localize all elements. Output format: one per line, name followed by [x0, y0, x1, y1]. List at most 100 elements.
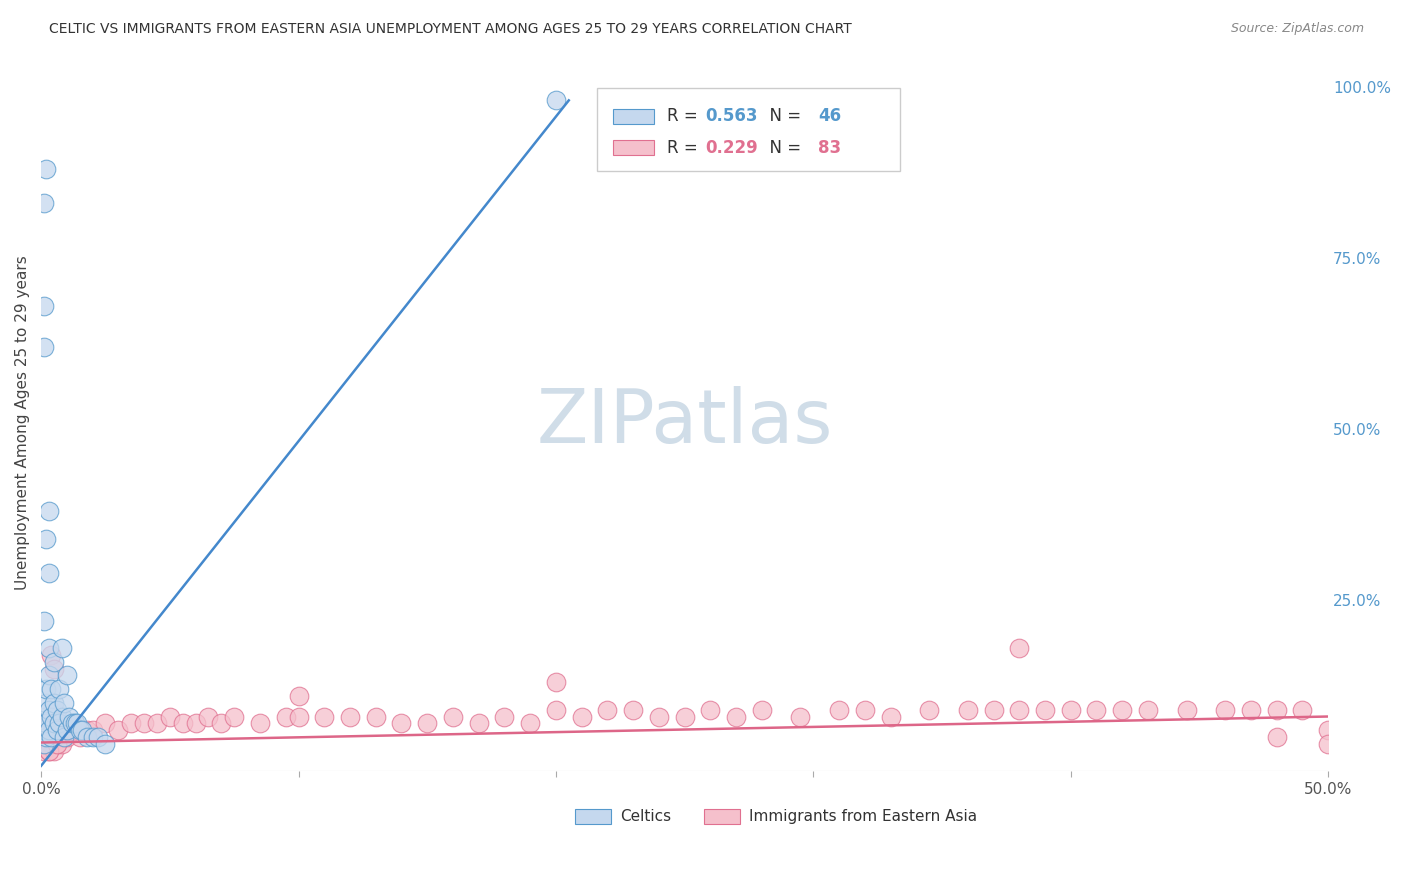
Point [32, 340, 55, 354]
Point [828, 703, 851, 717]
Point [41, 737, 63, 751]
Point [1265, 703, 1288, 717]
Point [41, 730, 63, 744]
Point [56, 668, 79, 682]
Point [287, 709, 309, 723]
Point [82, 730, 104, 744]
Text: R =: R = [666, 107, 703, 125]
Point [1291, 703, 1313, 717]
Point [494, 709, 516, 723]
Point [1136, 703, 1159, 717]
Point [38, 641, 60, 656]
Point [571, 709, 593, 723]
Point [789, 709, 811, 723]
Point [53, 730, 76, 744]
Point [621, 703, 644, 717]
Point [32, 709, 55, 723]
Point [519, 716, 541, 731]
Point [42, 744, 65, 758]
Point [32, 737, 55, 751]
Point [648, 709, 671, 723]
Point [38, 716, 60, 731]
Point [544, 675, 567, 690]
Point [94, 716, 117, 731]
Point [1008, 641, 1031, 656]
Point [32, 723, 55, 738]
Point [38, 566, 60, 580]
Point [53, 730, 76, 744]
Point [38, 730, 60, 744]
Text: R =: R = [666, 138, 703, 157]
Point [48, 716, 70, 731]
Point [72, 723, 94, 738]
Point [51, 709, 73, 723]
Point [51, 641, 73, 656]
Bar [704, 809, 740, 824]
Bar [575, 809, 612, 824]
Point [725, 709, 748, 723]
Point [1213, 703, 1236, 717]
Point [48, 730, 70, 744]
Point [1317, 723, 1340, 738]
Point [42, 662, 65, 676]
Text: N =: N = [759, 138, 807, 157]
Point [1033, 703, 1056, 717]
Point [32, 744, 55, 758]
Point [42, 716, 65, 731]
Point [120, 716, 142, 731]
Point [35, 723, 58, 738]
Point [45, 703, 67, 717]
Point [35, 730, 58, 744]
Point [42, 730, 65, 744]
Point [1060, 703, 1083, 717]
FancyBboxPatch shape [598, 88, 900, 170]
Point [699, 703, 721, 717]
Point [467, 716, 489, 731]
Point [45, 737, 67, 751]
Point [41, 723, 63, 738]
Text: 83: 83 [818, 138, 842, 157]
Point [35, 532, 58, 546]
Point [274, 709, 297, 723]
Point [172, 716, 194, 731]
Point [416, 716, 439, 731]
Text: 0.563: 0.563 [706, 107, 758, 125]
Point [48, 682, 70, 697]
Point [69, 723, 91, 738]
Text: CELTIC VS IMMIGRANTS FROM EASTERN ASIA UNEMPLOYMENT AMONG AGES 25 TO 29 YEARS CO: CELTIC VS IMMIGRANTS FROM EASTERN ASIA U… [49, 22, 852, 37]
Point [42, 655, 65, 669]
Text: 0.229: 0.229 [706, 138, 758, 157]
Point [76, 723, 98, 738]
Point [1008, 703, 1031, 717]
Point [51, 737, 73, 751]
Point [673, 709, 696, 723]
Point [197, 709, 219, 723]
Point [41, 648, 63, 662]
Text: Immigrants from Eastern Asia: Immigrants from Eastern Asia [749, 809, 977, 824]
Point [76, 730, 98, 744]
Point [35, 716, 58, 731]
Point [32, 614, 55, 628]
Point [41, 682, 63, 697]
Point [146, 716, 169, 731]
Point [159, 709, 181, 723]
Point [751, 703, 773, 717]
Point [918, 703, 941, 717]
Point [38, 504, 60, 518]
Point [63, 716, 86, 731]
Point [287, 689, 309, 703]
Point [58, 709, 80, 723]
Point [41, 709, 63, 723]
Point [35, 730, 58, 744]
Point [35, 737, 58, 751]
Text: Source: ZipAtlas.com: Source: ZipAtlas.com [1230, 22, 1364, 36]
Point [1265, 730, 1288, 744]
Text: ZIPatlas: ZIPatlas [537, 385, 832, 458]
Point [441, 709, 464, 723]
Point [32, 299, 55, 313]
Text: 46: 46 [818, 107, 842, 125]
Point [1240, 703, 1263, 717]
Bar [613, 140, 654, 155]
Point [38, 744, 60, 758]
Point [1085, 703, 1108, 717]
